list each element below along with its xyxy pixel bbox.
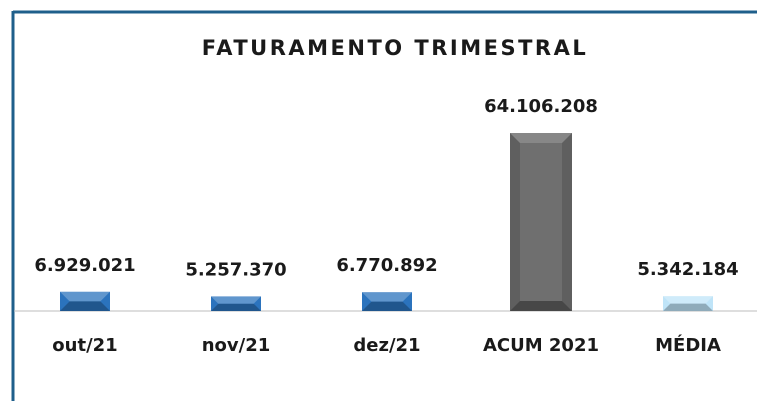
bar <box>362 292 412 311</box>
bar-bevel <box>362 301 412 311</box>
bar-bevel <box>60 291 110 302</box>
value-label: 6.929.021 <box>34 255 135 276</box>
bar-bevel <box>510 301 572 311</box>
bar-bevel <box>362 292 412 302</box>
value-label: 5.342.184 <box>637 259 738 280</box>
chart-title: FATURAMENTO TRIMESTRAL <box>202 36 588 60</box>
x-tick-label: ACUM 2021 <box>483 335 599 356</box>
x-tick-label: dez/21 <box>353 335 420 356</box>
bar <box>211 296 261 311</box>
bar-bevel <box>60 301 110 311</box>
bar-bevel <box>510 133 572 143</box>
bar-highlight <box>520 143 562 301</box>
bar-bevel <box>211 296 261 304</box>
value-label: 64.106.208 <box>484 96 598 117</box>
value-label: 6.770.892 <box>336 255 437 276</box>
bar <box>663 296 713 311</box>
bar-bevel <box>663 303 713 311</box>
bar <box>60 291 110 311</box>
bar-bevel <box>663 296 713 304</box>
value-label: 5.257.370 <box>185 259 286 280</box>
bar <box>510 133 572 311</box>
x-tick-label: out/21 <box>52 335 117 356</box>
x-tick-label: MÉDIA <box>655 334 721 356</box>
bar-bevel <box>211 303 261 311</box>
x-tick-label: nov/21 <box>202 335 271 356</box>
